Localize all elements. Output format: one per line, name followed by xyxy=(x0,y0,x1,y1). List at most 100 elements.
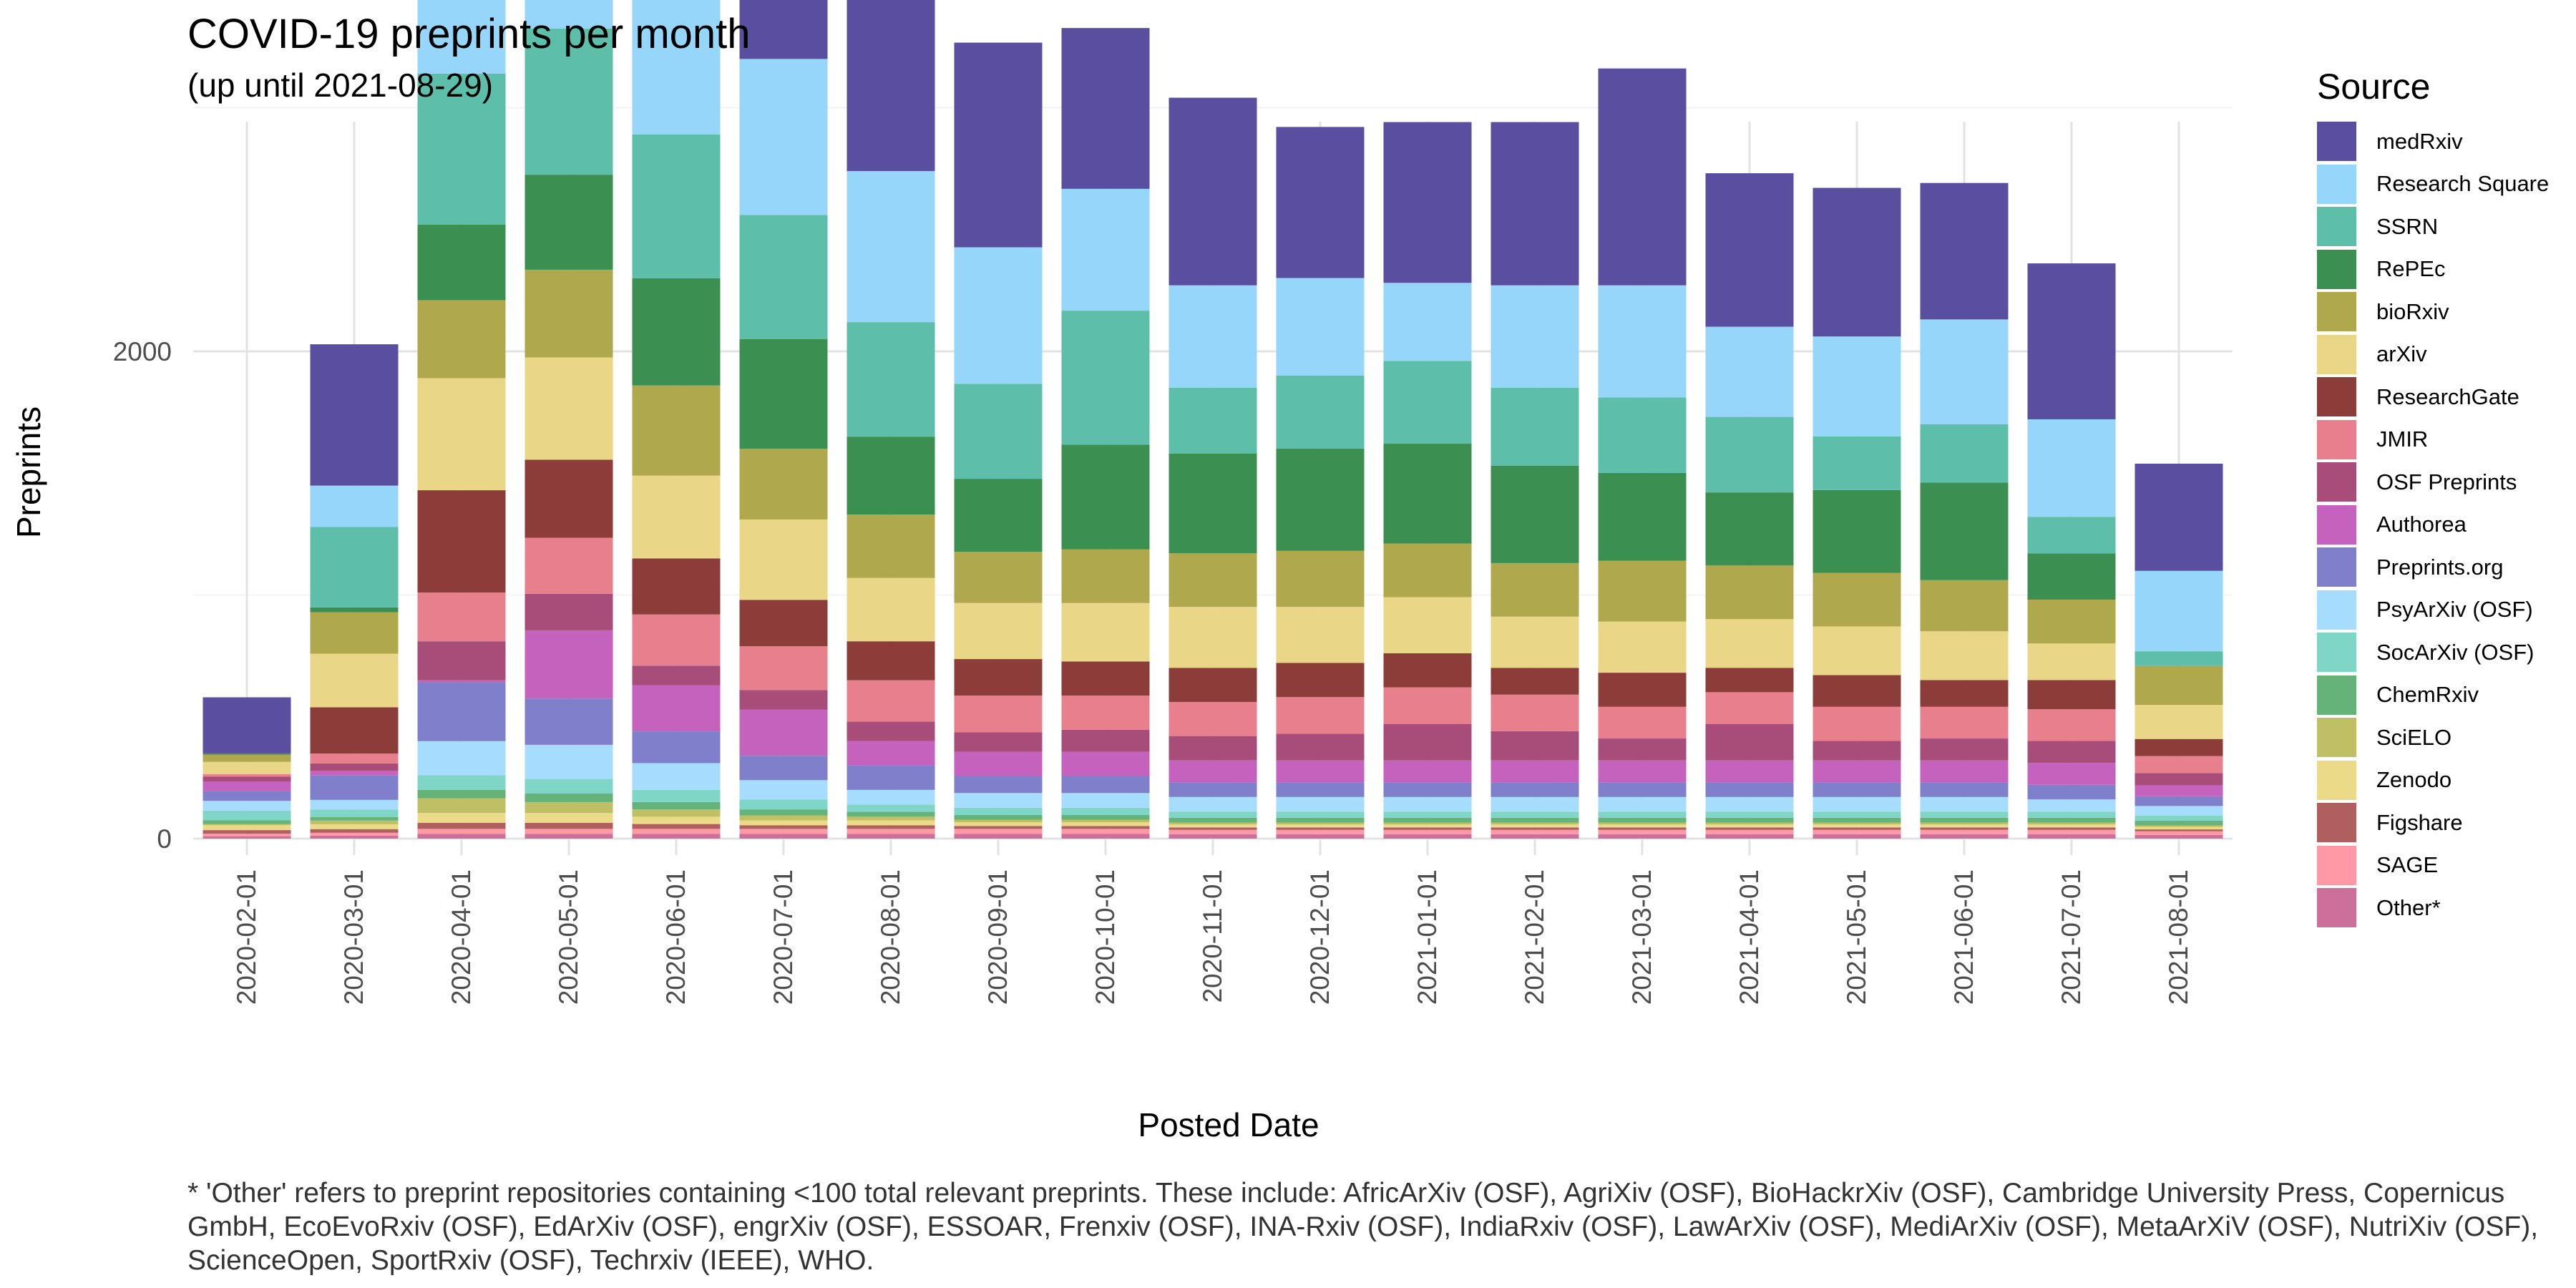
bar-segment-psyarxiv-osf xyxy=(847,790,935,804)
legend-key xyxy=(2317,335,2356,374)
bar-segment-scielo xyxy=(1599,823,1687,825)
bar-segment-preprints-org xyxy=(525,698,613,745)
bar-segment-chemrxiv xyxy=(955,815,1043,820)
bar-segment-medrxiv xyxy=(1062,28,1150,189)
bar-segment-medrxiv xyxy=(1921,183,2009,320)
bar-segment-preprints-org xyxy=(418,683,506,741)
bar-segment-sage xyxy=(1277,830,1365,834)
legend-key xyxy=(2317,165,2356,204)
bar-segment-zenodo xyxy=(1169,824,1257,827)
bar-segment-ssrn xyxy=(1384,361,1472,444)
bar-segment-biorxiv xyxy=(1921,580,2009,632)
bar-segment-psyarxiv-osf xyxy=(1491,797,1579,811)
bar-segment-medrxiv xyxy=(2028,263,2116,419)
legend-key xyxy=(2317,547,2356,587)
bar-segment-preprints-org xyxy=(740,756,828,780)
bar-segment-socarxiv-osf xyxy=(2028,811,2116,818)
bar-segment-zenodo xyxy=(1813,824,1901,827)
bar-segment-zenodo xyxy=(1384,824,1472,827)
bar-segment-sage xyxy=(203,834,291,836)
legend-label: bioRxiv xyxy=(2376,299,2449,325)
bar-segment-biorxiv xyxy=(2135,666,2223,705)
bar-segment-osf-preprints xyxy=(2028,741,2116,763)
bar-segment-research-square xyxy=(1706,327,1794,417)
bar-segment-chemrxiv xyxy=(1062,815,1150,820)
bar-segment-chemrxiv xyxy=(1277,818,1365,823)
x-tick-label: 2020-12-01 xyxy=(1305,869,1335,1005)
bar-segment-other xyxy=(1384,834,1472,839)
bar-segment-repec xyxy=(525,175,613,270)
bar-segment-preprints-org xyxy=(1277,782,1365,796)
bar-segment-ssrn xyxy=(1599,397,1687,473)
bar-segment-research-square xyxy=(1491,286,1579,388)
bar-segment-other xyxy=(740,834,828,839)
bar-segment-authorea xyxy=(1062,751,1150,776)
legend-item: Preprints.org xyxy=(2317,546,2549,589)
bar-segment-medrxiv xyxy=(1169,98,1257,286)
bar-segment-medrxiv xyxy=(847,0,935,171)
bar-segment-osf-preprints xyxy=(740,690,828,709)
legend-key xyxy=(2317,803,2356,842)
bar-segment-biorxiv xyxy=(1813,573,1901,627)
bar-segment-zenodo xyxy=(1599,824,1687,827)
bar-segment-researchgate xyxy=(1491,668,1579,694)
bar-segment-psyarxiv-osf xyxy=(1384,797,1472,811)
legend-key xyxy=(2317,250,2356,289)
bar-segment-other xyxy=(1277,834,1365,839)
x-tick-label: 2021-02-01 xyxy=(1520,869,1549,1005)
bar-segment-sage xyxy=(1921,830,2009,834)
legend-label: Authorea xyxy=(2376,512,2467,537)
x-tick-label: 2020-11-01 xyxy=(1198,869,1227,1003)
bar-segment-preprints-org xyxy=(1813,782,1901,796)
bar-segment-biorxiv xyxy=(847,514,935,578)
bar-segment-researchgate xyxy=(847,641,935,680)
bar-segment-arxiv xyxy=(1706,619,1794,668)
bar-segment-preprints-org xyxy=(1599,782,1687,796)
x-tick-label: 2021-07-01 xyxy=(2057,869,2086,1005)
bar-segment-ssrn xyxy=(1706,417,1794,493)
bar-segment-ssrn xyxy=(847,322,935,436)
bar-segment-socarxiv-osf xyxy=(1169,811,1257,818)
bar-segment-researchgate xyxy=(1921,680,2009,706)
bar-segment-biorxiv xyxy=(633,386,721,476)
x-tick-label: 2020-07-01 xyxy=(769,869,798,1005)
bar-segment-researchgate xyxy=(2028,680,2116,709)
bar-segment-zenodo xyxy=(955,822,1043,826)
bar-segment-preprints-org xyxy=(847,766,935,790)
bar-segment-chemrxiv xyxy=(1491,818,1579,823)
bar-segment-arxiv xyxy=(1062,603,1150,662)
bar-segment-zenodo xyxy=(633,816,721,824)
bar-segment-figshare xyxy=(1599,827,1687,829)
legend-item: SocArXiv (OSF) xyxy=(2317,631,2549,674)
bar-segment-sage xyxy=(525,829,613,834)
bar-segment-medrxiv xyxy=(740,0,828,59)
legend-item: PsyArXiv (OSF) xyxy=(2317,589,2549,632)
bar-segment-arxiv xyxy=(525,358,613,460)
bar-segment-figshare xyxy=(203,830,291,834)
bar-segment-osf-preprints xyxy=(1921,738,2009,761)
bar-segment-medrxiv xyxy=(2135,464,2223,571)
bar-segment-biorxiv xyxy=(1169,553,1257,607)
bar-segment-authorea xyxy=(955,751,1043,776)
bar-segment-osf-preprints xyxy=(1277,733,1365,760)
bar-segment-jmir xyxy=(418,592,506,641)
bar-segment-jmir xyxy=(955,696,1043,732)
legend-label: ResearchGate xyxy=(2376,384,2519,410)
bar-segment-authorea xyxy=(633,685,721,731)
bar-segment-biorxiv xyxy=(525,270,613,358)
bar-segment-figshare xyxy=(2135,829,2223,831)
bar-segment-zenodo xyxy=(203,825,291,830)
bar-segment-scielo xyxy=(1169,823,1257,825)
bar-segment-research-square xyxy=(1921,319,2009,424)
bar-segment-chemrxiv xyxy=(418,790,506,799)
bar-segment-ssrn xyxy=(1813,436,1901,490)
bar-segment-authorea xyxy=(1491,761,1579,783)
bar-segment-repec xyxy=(2028,553,2116,600)
bar-segment-figshare xyxy=(1813,827,1901,829)
bar-segment-arxiv xyxy=(2028,643,2116,680)
x-tick-label: 2020-10-01 xyxy=(1091,869,1120,1005)
bar-segment-repec xyxy=(740,339,828,449)
bar-segment-figshare xyxy=(2028,827,2116,829)
legend-label: Research Square xyxy=(2376,171,2549,197)
bar-segment-researchgate xyxy=(311,707,399,753)
